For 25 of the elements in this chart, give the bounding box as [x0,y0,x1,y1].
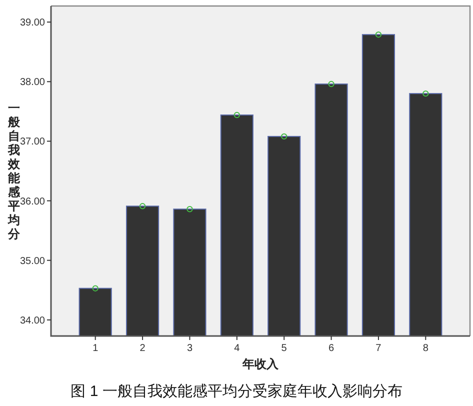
point [234,112,240,118]
point [280,133,288,140]
point [422,90,429,97]
x-tick-label: 8 [422,343,429,354]
y-tick-label: 37.00 [20,136,46,148]
y-tick-label: 36.00 [20,196,46,208]
point [92,285,98,292]
point [139,203,146,210]
text: 一般自我效能感平均分 [8,101,20,241]
x-tick-label: 6 [328,343,334,354]
x-tick-label: 5 [281,343,288,354]
point [375,31,382,38]
y-tick-label: 34.00 [20,315,46,326]
point [186,206,193,212]
point [328,80,334,88]
y-tick-label: 39.00 [20,18,46,29]
x-tick-label: 1 [92,343,99,354]
x-tick-label: 4 [234,343,240,354]
x-tick-label: 2 [140,343,146,354]
x-axis-title: 年收入 [242,357,280,371]
y-tick-label: 38.00 [20,77,46,88]
text: 图 1 一般自我效能感平均分受家庭年收入影响分布 [70,383,402,400]
y-tick-label: 35.00 [20,256,46,267]
x-tick-label: 3 [186,343,193,354]
x-tick-label: 7 [376,343,382,354]
